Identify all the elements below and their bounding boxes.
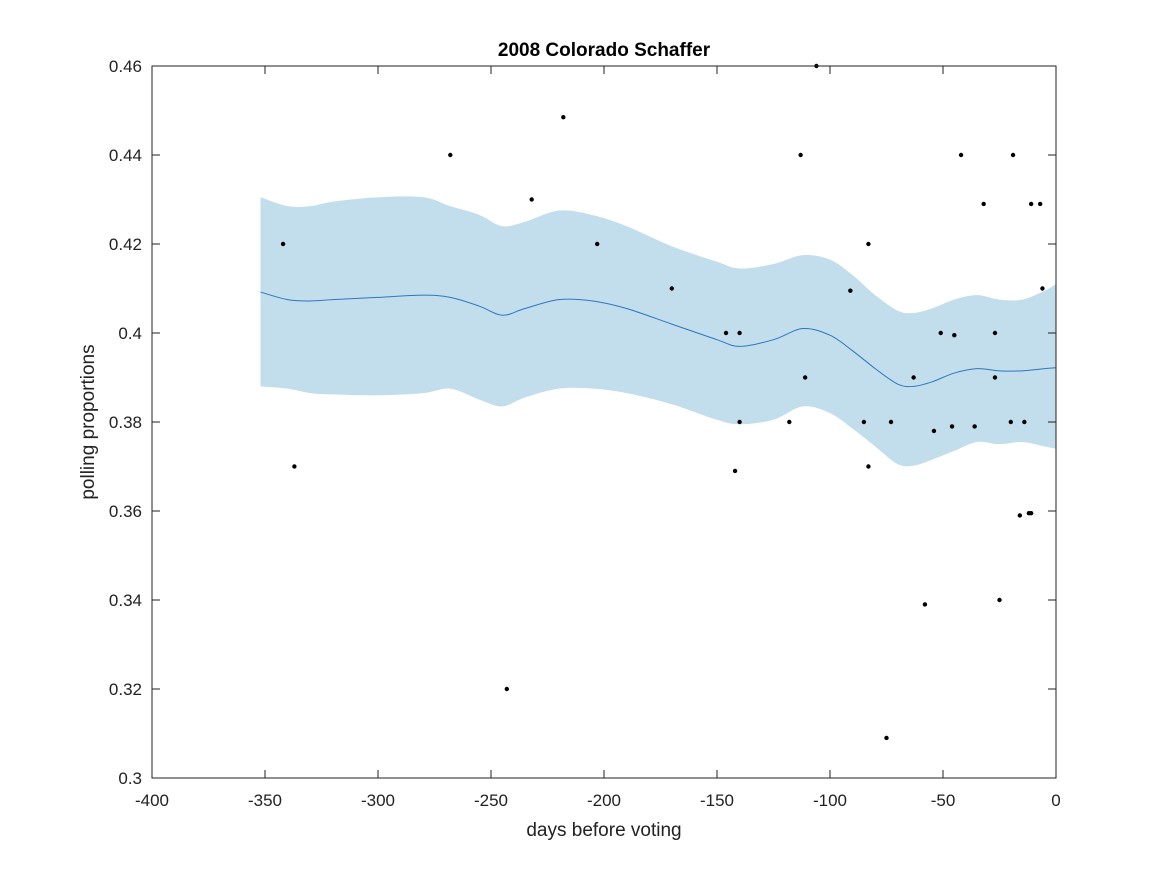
- data-point: [958, 152, 964, 158]
- data-points-layer: [280, 63, 1045, 741]
- data-point: [802, 375, 808, 380]
- data-point: [952, 333, 957, 338]
- data-point: [1028, 201, 1034, 207]
- x-tick-label: -50: [931, 791, 956, 810]
- y-tick-label: 0.4: [118, 324, 142, 343]
- x-axis-label: days before voting: [526, 820, 681, 841]
- data-point: [972, 424, 977, 429]
- data-point: [1028, 511, 1034, 516]
- y-tick-label: 0.34: [109, 591, 142, 610]
- data-point: [1008, 419, 1013, 425]
- data-point: [292, 464, 297, 469]
- data-point: [938, 330, 943, 336]
- y-tick-label: 0.32: [109, 680, 142, 699]
- x-tick-label: -400: [135, 791, 169, 810]
- y-tick-label: 0.36: [109, 502, 142, 521]
- data-point: [280, 241, 286, 247]
- data-point: [884, 735, 889, 741]
- data-point: [595, 241, 600, 247]
- ticks-layer: [151, 65, 1057, 779]
- data-point: [561, 114, 566, 120]
- data-point: [787, 419, 792, 425]
- y-tick-labels: 0.3 0.32 0.34 0.36 0.38 0.4 0.42 0.44 0.46: [109, 57, 142, 788]
- y-axis-label: polling proportions: [78, 344, 99, 499]
- x-tick-label: 0: [1051, 791, 1060, 810]
- x-tick-label: -100: [813, 791, 847, 810]
- y-tick-label: 0.38: [109, 413, 142, 432]
- data-point: [1010, 152, 1016, 158]
- data-point: [737, 419, 742, 425]
- data-point: [992, 330, 998, 336]
- data-point: [992, 375, 998, 380]
- data-point: [848, 288, 853, 293]
- data-point: [529, 197, 534, 202]
- chart-title: 2008 Colorado Schaffer: [498, 40, 711, 61]
- data-point: [911, 375, 916, 380]
- x-tick-labels: -400 -350 -300 -250 -200 -150 -100 -50 0: [135, 791, 1061, 810]
- x-tick-label: -150: [700, 791, 734, 810]
- data-point: [732, 468, 738, 474]
- confidence-band-layer: [260, 196, 1057, 467]
- data-point: [737, 330, 742, 336]
- x-tick-label: -250: [474, 791, 508, 810]
- data-point: [1022, 419, 1027, 425]
- mean-line-layer: [260, 291, 1057, 388]
- x-tick-label: -200: [587, 791, 621, 810]
- confidence-band: [260, 196, 1057, 467]
- data-point: [866, 464, 871, 469]
- data-point: [949, 424, 955, 429]
- y-tick-label: 0.46: [109, 57, 142, 76]
- data-point: [1017, 513, 1023, 518]
- mean-line: [260, 291, 1057, 388]
- data-point: [866, 241, 871, 247]
- data-point: [981, 201, 986, 207]
- y-tick-label: 0.44: [109, 146, 142, 165]
- data-point: [922, 602, 928, 607]
- data-point: [861, 419, 867, 425]
- data-point: [448, 152, 453, 158]
- data-point: [669, 286, 674, 291]
- data-point: [798, 152, 803, 158]
- data-point: [1037, 201, 1043, 207]
- y-tick-label: 0.3: [118, 769, 142, 788]
- x-tick-label: -300: [361, 791, 395, 810]
- data-point: [888, 419, 894, 425]
- data-point: [1040, 286, 1045, 291]
- data-point: [997, 597, 1002, 603]
- y-tick-label: 0.42: [109, 235, 142, 254]
- x-tick-label: -350: [248, 791, 282, 810]
- data-point: [723, 330, 729, 336]
- data-point: [504, 686, 510, 692]
- data-point: [931, 428, 937, 434]
